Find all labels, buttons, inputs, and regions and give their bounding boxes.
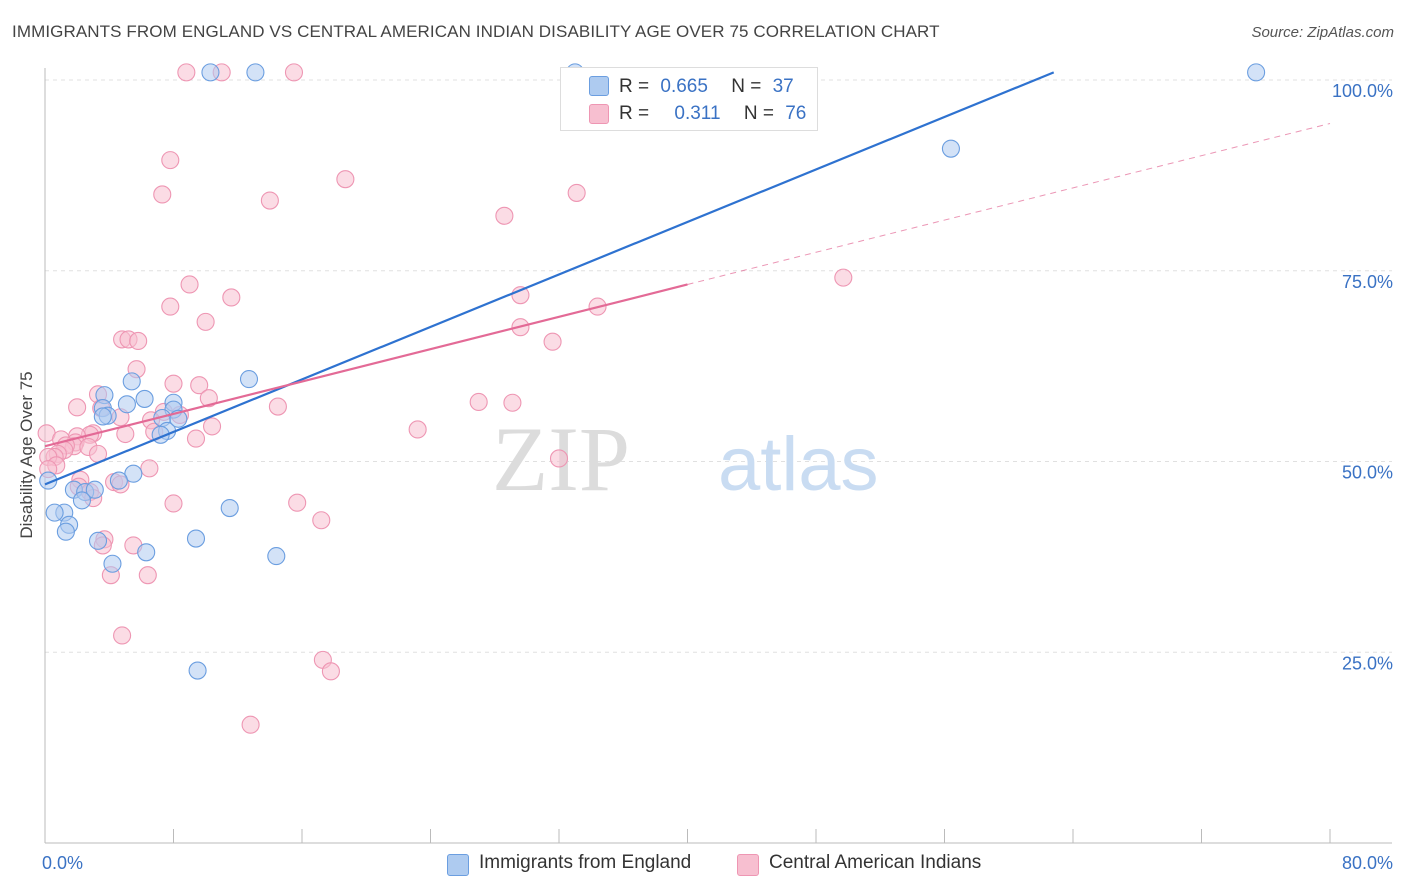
- stats-legend: R = 0.665 N = 37 R = 0.311 N = 76: [560, 67, 818, 131]
- pink-point-7: [567, 183, 586, 202]
- pink-point-22: [164, 374, 183, 393]
- pink-point-75: [241, 715, 260, 734]
- legend-cai-swatch: [737, 854, 759, 876]
- pink-series: [37, 63, 853, 734]
- pink-point-14: [196, 312, 215, 331]
- blue-point-13: [93, 407, 112, 426]
- y-tick-label-100: 100.0%: [1332, 81, 1393, 101]
- blue-point-6: [239, 370, 259, 389]
- legend-blue-row: R = 0.665 N = 37: [619, 76, 794, 98]
- pink-point-26: [469, 392, 488, 412]
- blue-point-34: [103, 554, 122, 573]
- blue-point-33: [267, 547, 286, 566]
- legend-pink-row: R = 0.311 N = 76: [619, 103, 806, 125]
- pink-point-20: [129, 331, 148, 350]
- pink-point-35: [203, 417, 222, 436]
- pink-point-29: [68, 398, 87, 417]
- legend-blue-swatch: [589, 76, 609, 96]
- pink-point-15: [834, 268, 853, 287]
- legend-pink-r-value: 0.311: [674, 103, 721, 124]
- legend-blue-n-label: N =: [731, 76, 762, 97]
- pink-point-8: [495, 206, 514, 225]
- tick-labels: 25.0% 50.0% 75.0% 100.0% 0.0% 80.0%: [42, 81, 1393, 873]
- pink-point-3: [161, 151, 180, 170]
- pink-point-66: [312, 511, 331, 530]
- trendline-england: [44, 71, 1055, 486]
- pink-point-23: [190, 376, 209, 395]
- legend-blue-r-label: R =: [619, 76, 650, 97]
- legend-pink-swatch: [589, 104, 609, 124]
- chart-title: IMMIGRANTS FROM ENGLAND VS CENTRAL AMERI…: [12, 22, 940, 41]
- trendline-cai-extension: [687, 123, 1331, 285]
- y-tick-label-50: 50.0%: [1342, 463, 1393, 483]
- pink-point-57: [140, 459, 159, 478]
- legend-cai-label: Central American Indians: [769, 852, 982, 873]
- legend-pink-n-value: 76: [785, 103, 807, 124]
- legend-blue-r-value: 0.665: [660, 76, 708, 97]
- pink-point-25: [199, 389, 218, 408]
- source-label: Source: ZipAtlas.com: [1251, 24, 1394, 41]
- blue-series: [39, 63, 1266, 680]
- y-tick-label-25: 25.0%: [1342, 653, 1393, 673]
- blue-point-8: [135, 389, 154, 408]
- grid-lines: [45, 79, 1392, 653]
- pink-point-54: [549, 449, 569, 468]
- blue-point-24: [72, 491, 91, 510]
- pink-point-5: [153, 185, 172, 204]
- blue-point-18: [124, 464, 143, 483]
- legend-pink-r-label: R =: [619, 103, 650, 124]
- pink-point-10: [222, 288, 241, 307]
- pink-point-71: [138, 566, 157, 585]
- pink-point-12: [161, 297, 180, 316]
- blue-point-29: [56, 522, 75, 541]
- pink-point-28: [268, 397, 287, 416]
- blue-point-30: [88, 531, 108, 550]
- pink-point-27: [503, 393, 522, 412]
- x-tick-label-max: 80.0%: [1342, 853, 1393, 873]
- pink-point-74: [321, 662, 340, 681]
- x-tick-label-min: 0.0%: [42, 853, 83, 873]
- blue-point-1: [246, 63, 265, 82]
- pink-point-65: [288, 493, 307, 512]
- watermark-atlas: atlas: [718, 422, 879, 507]
- blue-point-3: [1247, 63, 1266, 82]
- pink-point-9: [180, 275, 199, 294]
- blue-point-31: [186, 529, 206, 548]
- pink-point-0: [177, 63, 196, 82]
- legend-blue-n-value: 37: [772, 76, 794, 97]
- blue-point-9: [117, 395, 136, 414]
- blue-point-32: [137, 543, 156, 562]
- blue-point-26: [45, 503, 64, 522]
- pink-point-6: [260, 191, 279, 210]
- legend-england-label: Immigrants from England: [479, 852, 692, 873]
- legend-england-swatch: [447, 854, 469, 876]
- blue-point-27: [220, 498, 239, 518]
- blue-point-0: [201, 63, 220, 82]
- series-legend: Immigrants from England Central American…: [0, 852, 1406, 878]
- pink-point-4: [336, 170, 355, 189]
- pink-point-17: [543, 332, 562, 351]
- blue-point-4: [941, 139, 960, 158]
- blue-point-5: [122, 372, 141, 391]
- pink-point-64: [164, 494, 183, 513]
- pink-point-2: [284, 63, 304, 82]
- y-tick-label-75: 75.0%: [1342, 272, 1393, 292]
- blue-point-23: [85, 480, 104, 499]
- pink-point-36: [408, 420, 427, 439]
- trendline-cai: [44, 283, 688, 448]
- trendlines: [44, 71, 1331, 486]
- pink-point-72: [113, 626, 132, 645]
- pink-point-43: [186, 429, 206, 448]
- legend-pink-n-label: N =: [743, 103, 774, 124]
- blue-point-19: [109, 471, 128, 490]
- y-axis-label: Disability Age Over 75: [17, 371, 36, 539]
- blue-point-35: [188, 661, 207, 680]
